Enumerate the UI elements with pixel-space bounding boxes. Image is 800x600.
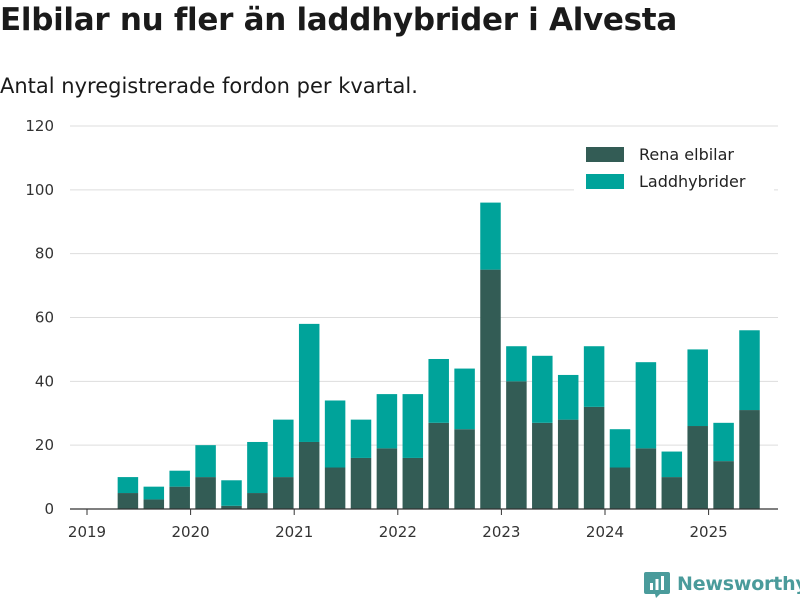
bar-elbilar xyxy=(661,477,683,509)
y-tick-label: 60 xyxy=(35,309,54,327)
bar-laddhybrider xyxy=(221,480,242,506)
bar-elbilar xyxy=(324,467,346,509)
brand-name: Newsworthy xyxy=(677,573,800,595)
bar-elbilar xyxy=(454,429,475,509)
bar-laddhybrider xyxy=(143,486,165,500)
bar-elbilar xyxy=(739,410,760,509)
legend-label: Rena elbilar xyxy=(639,145,734,164)
bar-elbilar xyxy=(687,426,708,509)
bar-laddhybrider xyxy=(532,355,553,423)
bar-laddhybrider xyxy=(117,477,139,494)
bar-elbilar xyxy=(480,269,501,509)
bar-elbilar xyxy=(247,493,268,509)
y-tick-label: 100 xyxy=(25,181,54,199)
bar-laddhybrider xyxy=(195,445,216,478)
y-tick-label: 0 xyxy=(44,500,54,518)
x-tick-label: 2020 xyxy=(172,523,210,541)
x-tick-label: 2022 xyxy=(379,523,417,541)
x-tick-label: 2021 xyxy=(275,523,313,541)
bar-laddhybrider xyxy=(583,346,605,407)
bar-laddhybrider xyxy=(609,429,631,468)
legend-swatch xyxy=(586,147,624,162)
bar-elbilar xyxy=(557,419,579,509)
newsworthy-logo: Newsworthy xyxy=(644,570,800,598)
bar-elbilar xyxy=(117,493,139,509)
bar-elbilar xyxy=(402,457,424,509)
x-tick-label: 2023 xyxy=(482,523,520,541)
bar-laddhybrider xyxy=(428,358,449,423)
x-tick-label: 2025 xyxy=(690,523,728,541)
bar-laddhybrider xyxy=(454,368,475,430)
legend: Rena elbilar Laddhybrider xyxy=(574,140,774,196)
gridlines xyxy=(70,125,778,446)
bar-elbilar xyxy=(221,505,242,509)
chart-subtitle: Antal nyregistrerade fordon per kvartal. xyxy=(0,74,418,98)
bar-laddhybrider xyxy=(169,470,190,487)
bar-elbilar xyxy=(298,441,320,509)
bar-laddhybrider xyxy=(687,349,708,427)
y-tick-label: 120 xyxy=(25,117,54,135)
bar-laddhybrider xyxy=(273,419,294,478)
bar-laddhybrider xyxy=(661,451,683,478)
bar-elbilar xyxy=(583,406,605,509)
bar-elbilar xyxy=(195,477,216,509)
bar-elbilar xyxy=(635,448,657,509)
chart-title: Elbilar nu fler än laddhybrider i Alvest… xyxy=(0,2,677,38)
legend-swatch xyxy=(586,174,624,189)
bar-elbilar xyxy=(376,448,398,509)
newsworthy-chart-icon xyxy=(644,572,670,598)
bar-laddhybrider xyxy=(402,394,424,458)
bars xyxy=(117,202,760,509)
bar-laddhybrider xyxy=(480,202,501,270)
y-tick-label: 20 xyxy=(35,436,54,454)
bar-elbilar xyxy=(143,499,165,509)
bar-laddhybrider xyxy=(298,323,320,442)
bar-laddhybrider xyxy=(739,330,760,411)
bar-elbilar xyxy=(169,486,190,509)
bar-elbilar xyxy=(506,381,527,509)
y-axis-ticks: 0 20 40 60 80 100 120 xyxy=(25,117,54,518)
bar-laddhybrider xyxy=(376,394,398,449)
bar-elbilar xyxy=(428,422,449,509)
y-tick-label: 80 xyxy=(35,245,54,263)
y-tick-label: 40 xyxy=(35,372,54,390)
bar-laddhybrider xyxy=(506,346,527,382)
bar-elbilar xyxy=(609,467,631,509)
bar-laddhybrider xyxy=(350,419,372,458)
bar-laddhybrider xyxy=(713,422,734,462)
bar-elbilar xyxy=(713,461,734,509)
x-tick-label: 2024 xyxy=(586,523,624,541)
legend-label: Laddhybrider xyxy=(639,172,746,191)
bar-laddhybrider xyxy=(247,441,268,494)
bar-elbilar xyxy=(532,422,553,509)
bar-laddhybrider xyxy=(324,400,346,468)
bar-elbilar xyxy=(273,477,294,509)
bar-laddhybrider xyxy=(557,374,579,420)
x-tick-label: 2019 xyxy=(68,523,106,541)
bar-elbilar xyxy=(350,457,372,509)
x-axis-ticks: 2019 2020 2021 2022 2023 2024 2025 xyxy=(68,509,728,541)
bar-laddhybrider xyxy=(635,362,657,449)
